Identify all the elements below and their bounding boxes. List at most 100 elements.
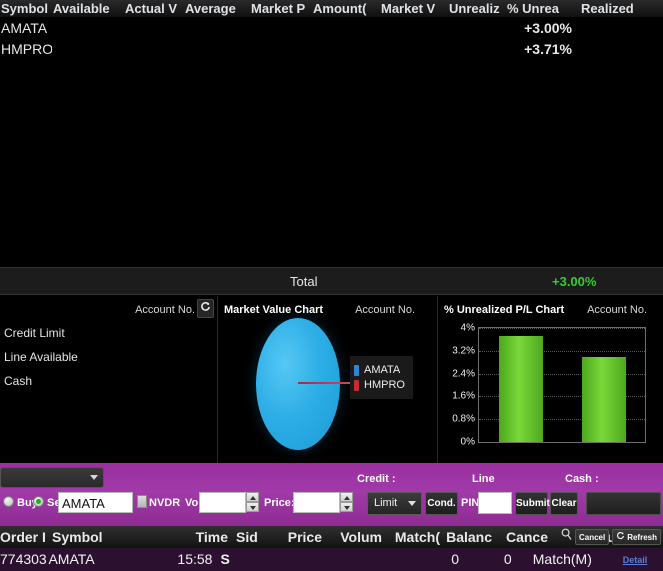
column-header-symbol[interactable]: Symbol xyxy=(52,529,103,545)
column-header-market-value[interactable]: Market V xyxy=(381,0,436,16)
order-entry-bar: Credit : Line Cash : Buy Sell AMATA NVDR… xyxy=(0,463,663,526)
price-input[interactable] xyxy=(293,492,340,513)
unrealized-pl-chart-panel: % Unrealized P/L Chart Account No. 0% 0.8… xyxy=(438,296,663,463)
total-label: Total xyxy=(290,274,318,289)
sell-radio[interactable] xyxy=(33,496,44,507)
cancel-orders-button[interactable]: Cancel xyxy=(574,529,610,545)
column-header-unrealized[interactable]: Unrealiz xyxy=(449,0,500,16)
legend-item-amata: AMATA xyxy=(354,364,409,376)
refresh-orders-label: Refresh xyxy=(627,532,657,542)
price-stepper[interactable] xyxy=(340,492,353,513)
cell-pct-unrealized: +3.71% xyxy=(524,41,572,57)
column-header-order-no[interactable]: Order I xyxy=(0,529,46,545)
y-axis-tick: 0.8% xyxy=(452,413,475,425)
legend-label-amata: AMATA xyxy=(364,364,401,376)
column-header-symbol[interactable]: Symbol xyxy=(1,0,48,16)
cell-time: 15:58 xyxy=(177,551,213,567)
bar-amata xyxy=(581,356,626,442)
charts-panel-row: Account No. Credit Limit Line Available … xyxy=(0,296,663,463)
total-pct-unrealized: +3.00% xyxy=(552,274,597,289)
cell-detail[interactable]: Detail xyxy=(607,547,663,571)
cell-symbol: AMATA xyxy=(1,20,48,36)
account-panel: Account No. Credit Limit Line Available … xyxy=(0,296,218,463)
column-header-market-price[interactable]: Market P xyxy=(251,0,306,16)
cell-pct-unrealized: +3.00% xyxy=(524,20,572,36)
column-header-cancelled[interactable]: Cance xyxy=(505,529,548,545)
account-no-label: Account No. xyxy=(135,304,195,316)
table-row[interactable]: AMATA +3.00% xyxy=(0,18,663,39)
column-header-volume[interactable]: Volum xyxy=(340,529,382,545)
legend-item-hmpro: HMPRO xyxy=(354,379,409,391)
column-header-side[interactable]: Sid xyxy=(236,529,258,545)
y-axis-tick: 1.6% xyxy=(452,390,475,402)
cell-order-no: 774303 xyxy=(0,551,47,567)
column-header-pct-unrealized[interactable]: % Unrea xyxy=(507,0,560,16)
volume-input[interactable] xyxy=(199,492,246,513)
orders-toolbar: Cancel Refresh xyxy=(561,528,661,546)
symbol-input[interactable]: AMATA xyxy=(58,492,133,513)
cell-symbol: HMPRO xyxy=(1,41,52,57)
account-select[interactable] xyxy=(0,467,104,488)
chart-gridline xyxy=(479,328,645,329)
order-type-select[interactable]: Limit xyxy=(367,492,422,515)
legend-label-hmpro: HMPRO xyxy=(364,379,405,391)
table-row[interactable]: 774303 AMATA 15:58 S 0 0 Match(M) Detail xyxy=(0,548,663,571)
legend-swatch-amata xyxy=(354,364,359,376)
line-label: Line xyxy=(472,473,495,485)
search-icon[interactable] xyxy=(561,528,572,546)
pie-slice-hmpro xyxy=(298,382,354,384)
buy-label[interactable]: Buy xyxy=(17,497,38,509)
condition-button[interactable]: Cond. xyxy=(425,492,458,515)
portfolio-table: Symbol Available Actual V Average Market… xyxy=(0,0,663,267)
column-header-matched[interactable]: Match( xyxy=(394,529,440,545)
account-no-label: Account No. xyxy=(355,304,415,316)
column-header-average[interactable]: Average xyxy=(185,0,236,16)
credit-limit-label: Credit Limit xyxy=(4,326,65,340)
legend-swatch-hmpro xyxy=(354,379,359,391)
cell-cancelled: 0 xyxy=(503,551,512,567)
column-header-price[interactable]: Price xyxy=(287,529,322,545)
volume-stepper-down[interactable] xyxy=(246,502,259,512)
pie-slice-amata xyxy=(256,318,340,450)
unrealized-bar-chart: 0% 0.8% 1.6% 2.4% 3.2% 4% xyxy=(452,323,646,448)
column-header-available[interactable]: Available xyxy=(53,0,110,16)
table-row[interactable]: HMPRO +3.71% xyxy=(0,39,663,60)
volume-stepper-up[interactable] xyxy=(246,492,259,502)
submit-button[interactable]: Submit xyxy=(515,492,550,515)
line-available-label: Line Available xyxy=(4,350,78,364)
buy-radio[interactable] xyxy=(3,496,14,507)
nvdr-label: NVDR xyxy=(149,497,181,509)
column-header-actual-volume[interactable]: Actual V xyxy=(125,0,178,16)
portfolio-header-row: Symbol Available Actual V Average Market… xyxy=(0,0,663,18)
price-stepper-down[interactable] xyxy=(340,502,353,512)
chart-gridline xyxy=(479,419,645,421)
account-refresh-button[interactable] xyxy=(197,299,214,318)
y-axis-tick: 2.4% xyxy=(452,368,475,380)
pie-legend: AMATA HMPRO xyxy=(350,356,413,399)
column-header-realized[interactable]: Realized xyxy=(581,0,634,16)
pin-input[interactable] xyxy=(478,492,512,514)
cancel-orders-label: Cancel xyxy=(578,532,606,542)
order-status-placeholder xyxy=(586,492,661,515)
y-axis-tick: 0% xyxy=(460,436,475,448)
refresh-orders-button[interactable]: Refresh xyxy=(612,529,661,545)
price-stepper-up[interactable] xyxy=(340,492,353,502)
clear-button[interactable]: Clear xyxy=(550,492,578,515)
volume-stepper[interactable] xyxy=(246,492,259,513)
column-header-balance[interactable]: Balanc xyxy=(446,529,492,545)
chevron-down-icon xyxy=(90,475,98,480)
column-header-amount[interactable]: Amount( xyxy=(313,0,367,16)
nvdr-checkbox[interactable] xyxy=(137,495,147,508)
detail-link[interactable]: Detail xyxy=(622,555,648,565)
refresh-icon xyxy=(200,300,211,318)
cell-balance: 0 xyxy=(451,551,460,567)
bar-hmpro xyxy=(498,336,543,442)
cell-symbol: AMATA xyxy=(48,551,95,567)
column-header-time[interactable]: Time xyxy=(195,529,228,545)
market-value-pie-chart xyxy=(256,318,366,458)
unrealized-chart-title: % Unrealized P/L Chart xyxy=(444,304,565,316)
y-axis-tick: 4% xyxy=(460,322,475,334)
refresh-icon xyxy=(616,531,625,543)
chart-gridline xyxy=(479,373,645,375)
pin-label: PIN: xyxy=(461,497,483,509)
